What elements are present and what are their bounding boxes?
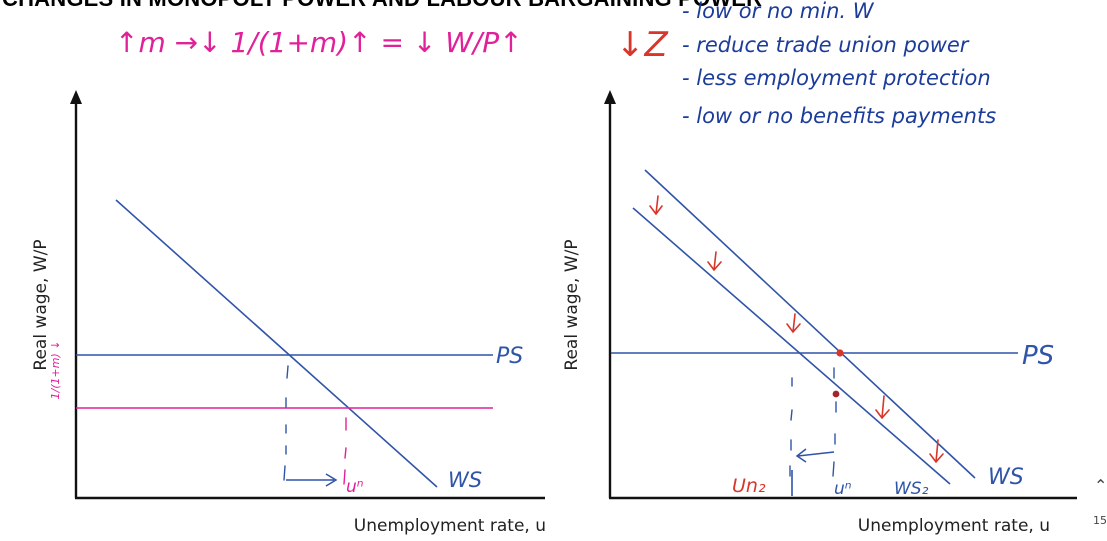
right-shift-down-arrows xyxy=(649,195,944,464)
down-arrow-4 xyxy=(875,395,890,420)
page-number: 15 xyxy=(1093,514,1107,527)
left-un-new-dotted-line xyxy=(343,417,347,485)
right-wage-point xyxy=(832,390,840,398)
left-y-axis-title: Real wage, W/P xyxy=(31,239,51,370)
left-axis-annotation: 1/(1+m) ↓ xyxy=(49,341,62,400)
right-un2-dotted-line xyxy=(789,377,793,477)
right-ws2-curve xyxy=(632,207,951,485)
right-y-axis-title: Real wage, W/P xyxy=(562,239,582,370)
left-top-annotation: ↑m →↓ 1/(1+m)↑ = ↓ W/P↑ xyxy=(115,26,523,59)
right-un-dotted-line xyxy=(832,367,837,477)
left-ws-label: WS xyxy=(448,468,482,492)
right-panel: Un₂ uⁿ WS₂ WS PS Real wage, W/P Unemploy… xyxy=(562,0,1077,536)
right-ws-label: WS xyxy=(988,465,1024,490)
right-ps-label: PS xyxy=(1022,341,1054,371)
down-arrow-3 xyxy=(786,313,801,334)
right-notes-list: - low or no min. W - reduce trade union … xyxy=(682,0,996,128)
right-x-axis-title: Unemployment rate, u xyxy=(858,516,1050,536)
right-ws2-label: WS₂ xyxy=(894,479,929,499)
left-ps-label: PS xyxy=(496,344,523,369)
left-y-axis-arrow xyxy=(70,90,82,104)
right-un2-label: Un₂ xyxy=(732,475,766,497)
left-shift-arrow xyxy=(286,473,338,487)
right-shift-arrow xyxy=(795,448,835,463)
left-un-label: uⁿ xyxy=(346,477,364,497)
note-item: - reduce trade union power xyxy=(682,33,970,57)
left-x-axis-title: Unemployment rate, u xyxy=(354,516,546,536)
note-item: - less employment protection xyxy=(682,66,991,90)
right-y-axis-arrow xyxy=(604,90,616,104)
right-z-label: ↓Z xyxy=(616,25,668,65)
left-un-dotted-line xyxy=(283,365,289,481)
down-arrow-2 xyxy=(707,251,722,272)
down-arrow-1 xyxy=(649,195,663,216)
right-un-label: uⁿ xyxy=(834,479,852,499)
scroll-up-icon[interactable]: ⌃ xyxy=(1094,476,1107,495)
slide-title: CHANGES IN MONOPOLY POWER AND LABOUR BAR… xyxy=(2,0,762,12)
left-ws-curve xyxy=(115,199,438,488)
note-item: - low or no min. W xyxy=(682,0,875,23)
right-old-equilibrium-point xyxy=(836,349,844,357)
note-item: - low or no benefits payments xyxy=(682,104,996,128)
down-arrow-5 xyxy=(929,439,944,464)
right-ws-curve xyxy=(644,169,976,479)
left-panel: uⁿ PS WS Real wage, W/P Unemployment rat… xyxy=(31,26,546,536)
